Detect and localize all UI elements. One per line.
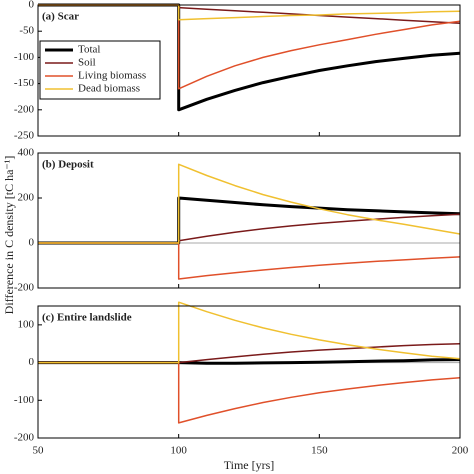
y-tick-label: -100 <box>14 394 35 406</box>
panel-title: (c) Entire landslide <box>42 312 132 324</box>
series-line <box>38 4 461 90</box>
plot-frame <box>37 4 461 137</box>
y-tick-label: 0 <box>29 0 35 11</box>
series-line <box>38 301 461 364</box>
y-tick-label: -200 <box>14 103 35 115</box>
y-tick-label: -250 <box>14 130 35 142</box>
y-tick-label: -50 <box>19 25 34 37</box>
x-axis-label: Time [yrs] <box>224 458 275 472</box>
y-tick-label: 400 <box>18 147 35 159</box>
x-tick-label: 200 <box>452 445 469 457</box>
legend-label: Soil <box>78 57 96 69</box>
series-line <box>38 242 461 280</box>
x-tick-label: 100 <box>170 445 187 457</box>
y-tick-label: 0 <box>29 237 35 249</box>
plot-frame <box>37 152 461 289</box>
y-tick-label: 0 <box>29 356 35 368</box>
y-tick-label: -200 <box>14 282 35 294</box>
legend-label: Total <box>78 44 100 56</box>
y-tick-label: 100 <box>18 318 35 330</box>
series-line <box>38 342 461 364</box>
y-axis-label: Difference in C density [tC ha⁻¹] <box>2 156 16 315</box>
series-line <box>38 361 461 424</box>
plot-frame <box>37 305 461 439</box>
series-line <box>38 4 461 21</box>
y-tick-label: -200 <box>14 432 35 444</box>
y-tick-label: 200 <box>18 192 35 204</box>
series-line <box>38 213 461 244</box>
series-line <box>38 163 461 244</box>
y-tick-label: -100 <box>14 51 35 63</box>
series-line <box>38 4 461 25</box>
y-tick-label: -150 <box>14 77 35 89</box>
series-line <box>38 358 461 365</box>
series-line <box>38 196 461 245</box>
x-tick-label: 50 <box>33 445 45 457</box>
series-line <box>38 3 461 112</box>
panel-title: (b) Deposit <box>42 159 94 171</box>
panel-title: (a) Scar <box>42 11 79 23</box>
legend-label: Dead biomass <box>78 83 140 95</box>
x-tick-label: 150 <box>311 445 328 457</box>
legend-label: Living biomass <box>78 70 146 82</box>
